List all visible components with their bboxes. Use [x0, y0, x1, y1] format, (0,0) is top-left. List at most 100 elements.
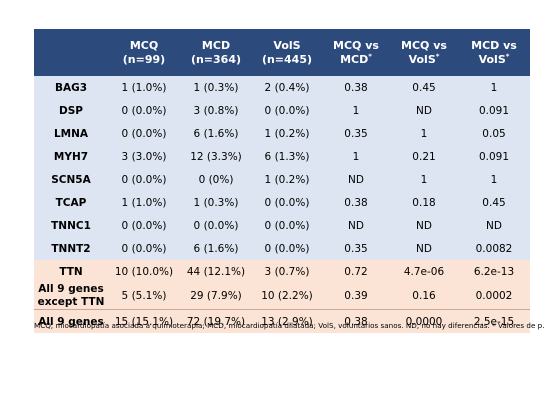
mcq-cell: 0 (0.0%) — [108, 122, 180, 145]
table-row: TNNC1 0 (0.0%) 0 (0.0%) 0 (0.0%) ND ND ND — [34, 214, 530, 237]
mcq-vs-mcd-cell: 0.35 — [322, 237, 390, 260]
vols-cell: 0 (0.0%) — [252, 214, 322, 237]
mcd-vs-vols-cell: 6.2e-13 — [458, 260, 530, 283]
gene-cell: All 9 genes except TTN — [34, 283, 108, 310]
mcq-vs-mcd-cell: 0.35 — [322, 122, 390, 145]
mcd-vs-vols-cell: 0.0082 — [458, 237, 530, 260]
vols-cell: 3 (0.7%) — [252, 260, 322, 283]
header-cell-vols: VolS (n=445) — [252, 29, 322, 76]
mcd-cell: 29 (7.9%) — [180, 283, 252, 310]
mcq-vs-vols-cell: 4.7e-06 — [390, 260, 458, 283]
mcq-vs-vols-cell: ND — [390, 237, 458, 260]
table-body: BAG3 1 (1.0%) 1 (0.3%) 2 (0.4%) 0.38 0.45 1 DSP… — [34, 76, 530, 333]
mcq-vs-mcd-cell: 0.38 — [322, 309, 390, 333]
summary-row: TTN 10 (10.0%) 44 (12.1%) 3 (0.7%) 0.72 4.7e-… — [34, 260, 530, 283]
summary-label: TTN — [59, 265, 83, 278]
mcd-cell: 0 (0.0%) — [180, 214, 252, 237]
summary-label-line2: except TTN — [37, 296, 105, 308]
mcd-vs-vols-cell: 0.45 — [458, 191, 530, 214]
mcq-cell: 10 (10.0%) — [108, 260, 180, 283]
table-footnote: MCQ, miocardiopatía asociada a quimioter… — [34, 321, 545, 330]
gene-cell: SCN5A — [34, 168, 108, 191]
mcq-vs-mcd-cell: 1 — [322, 99, 390, 122]
vols-cell: 0 (0.0%) — [252, 191, 322, 214]
mcd-vs-vols-cell: 0.091 — [458, 99, 530, 122]
mcq-vs-mcd-cell: 0.38 — [322, 191, 390, 214]
mcd-cell: 12 (3.3%) — [180, 145, 252, 168]
header-cell-mcq-vs-vols: MCQ vs VolS* — [390, 29, 458, 76]
mcq-vs-vols-cell: 0.0000 — [390, 309, 458, 333]
mcq-vs-vols-cell: 0.21 — [390, 145, 458, 168]
vols-cell: 13 (2.9%) — [252, 309, 322, 333]
mcd-vs-vols-cell: ND — [458, 214, 530, 237]
table-row: TCAP 1 (1.0%) 1 (0.3%) 0 (0.0%) 0.38 0.18 0.45 — [34, 191, 530, 214]
mcd-cell: 3 (0.8%) — [180, 99, 252, 122]
mcq-cell: 3 (3.0%) — [108, 145, 180, 168]
summary-label: All 9 genes — [38, 315, 104, 328]
header-cell-mcd-vs-vols: MCD vs VolS* — [458, 29, 530, 76]
gene-cell: LMNA — [34, 122, 108, 145]
mcq-cell: 1 (1.0%) — [108, 191, 180, 214]
mcd-vs-vols-cell: 2.5e-15 — [458, 309, 530, 333]
mcd-vs-vols-cell: 0.05 — [458, 122, 530, 145]
table-row: MYH7 3 (3.0%) 12 (3.3%) 6 (1.3%) 1 0.21 0.091 — [34, 145, 530, 168]
mcd-vs-vols-cell: 0.091 — [458, 145, 530, 168]
mcd-cell: 1 (0.3%) — [180, 191, 252, 214]
mcq-vs-mcd-cell: ND — [322, 214, 390, 237]
mcq-vs-vols-cell: 0.45 — [390, 76, 458, 99]
gene-cell: All 9 genes — [34, 309, 108, 333]
gene-cell: TNNC1 — [34, 214, 108, 237]
mcq-cell: 1 (1.0%) — [108, 76, 180, 99]
header-row: MCQ (n=99) MCD (n=364) VolS (n=445) MCQ vs M… — [34, 29, 530, 76]
mcd-cell: 6 (1.6%) — [180, 122, 252, 145]
vols-cell: 0 (0.0%) — [252, 99, 322, 122]
mcd-vs-vols-cell: 1 — [458, 76, 530, 99]
mcd-cell: 44 (12.1%) — [180, 260, 252, 283]
gene-cell: MYH7 — [34, 145, 108, 168]
mcq-cell: 15 (15.1%) — [108, 309, 180, 333]
mcq-vs-mcd-cell: 0.38 — [322, 76, 390, 99]
mcq-vs-vols-cell: 1 — [390, 168, 458, 191]
results-table: MCQ (n=99) MCD (n=364) VolS (n=445) MCQ vs M… — [34, 29, 530, 333]
mcd-cell: 72 (19.7%) — [180, 309, 252, 333]
table-row: TNNT2 0 (0.0%) 6 (1.6%) 0 (0.0%) 0.35 ND 0.008… — [34, 237, 530, 260]
mcq-vs-vols-cell: ND — [390, 99, 458, 122]
vols-cell: 1 (0.2%) — [252, 122, 322, 145]
mcq-vs-vols-cell: 0.16 — [390, 283, 458, 310]
mcq-cell: 5 (5.1%) — [108, 283, 180, 310]
header-cell-gene — [34, 29, 108, 76]
mcd-vs-vols-cell: 1 — [458, 168, 530, 191]
summary-row: All 9 genes 15 (15.1%) 72 (19.7%) 13 (2.9%)… — [34, 309, 530, 333]
header-cell-mcd: MCD (n=364) — [180, 29, 252, 76]
summary-label: All 9 genes — [38, 283, 104, 295]
mcq-cell: 0 (0.0%) — [108, 237, 180, 260]
table-row: BAG3 1 (1.0%) 1 (0.3%) 2 (0.4%) 0.38 0.45 1 — [34, 76, 530, 99]
gene-cell: TCAP — [34, 191, 108, 214]
vols-cell: 10 (2.2%) — [252, 283, 322, 310]
vols-cell: 2 (0.4%) — [252, 76, 322, 99]
summary-row: All 9 genes except TTN 5 (5.1%) 29 (7.9%) 10… — [34, 283, 530, 310]
mcq-vs-mcd-cell: ND — [322, 168, 390, 191]
mcq-cell: 0 (0.0%) — [108, 168, 180, 191]
vols-cell: 0 (0.0%) — [252, 237, 322, 260]
header-cell-mcq-vs-mcd: MCQ vs MCD* — [322, 29, 390, 76]
vols-cell: 1 (0.2%) — [252, 168, 322, 191]
mcq-cell: 0 (0.0%) — [108, 214, 180, 237]
gene-cell: DSP — [34, 99, 108, 122]
mcq-vs-vols-cell: 0.18 — [390, 191, 458, 214]
table-row: LMNA 0 (0.0%) 6 (1.6%) 1 (0.2%) 0.35 1 0.05 — [34, 122, 530, 145]
mcq-vs-vols-cell: ND — [390, 214, 458, 237]
table-row: DSP 0 (0.0%) 3 (0.8%) 0 (0.0%) 1 ND 0.091 — [34, 99, 530, 122]
mcd-cell: 1 (0.3%) — [180, 76, 252, 99]
mcq-vs-vols-cell: 1 — [390, 122, 458, 145]
gene-cell: TNNT2 — [34, 237, 108, 260]
mcd-vs-vols-cell: 0.0002 — [458, 283, 530, 310]
mcq-vs-mcd-cell: 0.72 — [322, 260, 390, 283]
gene-cell: TTN — [34, 260, 108, 283]
gene-cell: BAG3 — [34, 76, 108, 99]
table-row: SCN5A 0 (0.0%) 0 (0%) 1 (0.2%) ND 1 1 — [34, 168, 530, 191]
vols-cell: 6 (1.3%) — [252, 145, 322, 168]
mcd-cell: 6 (1.6%) — [180, 237, 252, 260]
header-cell-mcq: MCQ (n=99) — [108, 29, 180, 76]
mcd-cell: 0 (0%) — [180, 168, 252, 191]
